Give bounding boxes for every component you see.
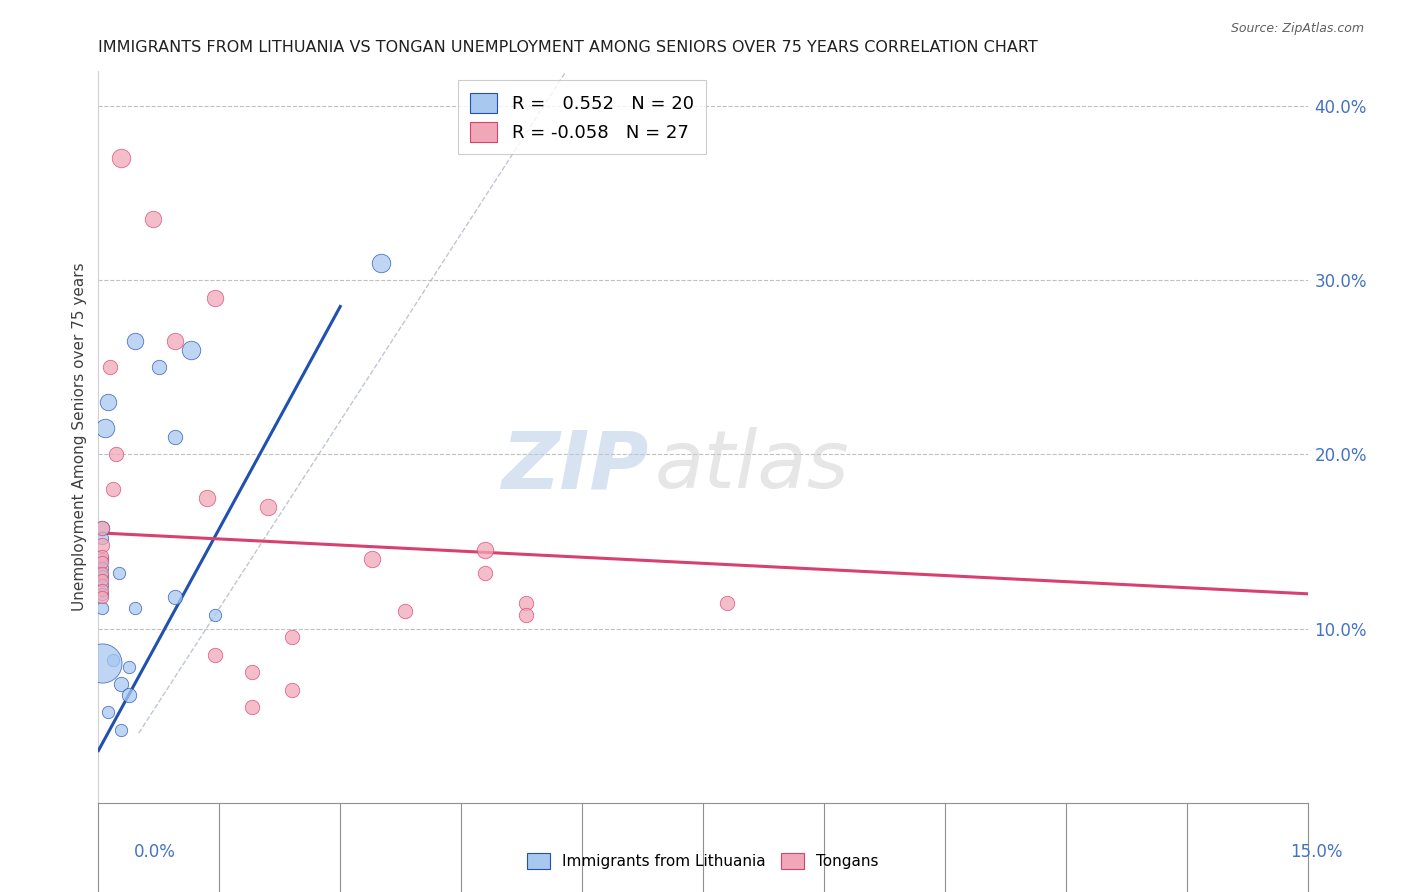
Text: Source: ZipAtlas.com: Source: ZipAtlas.com — [1230, 22, 1364, 36]
Point — [97, 395, 120, 409]
Point — [90, 521, 112, 535]
Point — [118, 660, 141, 674]
Point — [90, 573, 112, 587]
Point — [105, 448, 128, 462]
Point — [107, 566, 129, 580]
Point — [90, 587, 112, 601]
Point — [90, 591, 112, 605]
Point — [716, 595, 738, 609]
Text: 15.0%: 15.0% — [1291, 843, 1343, 861]
Point — [118, 688, 141, 702]
Point — [204, 291, 226, 305]
Text: ZIP: ZIP — [501, 427, 648, 506]
Point — [474, 566, 496, 580]
Point — [90, 556, 112, 570]
Point — [101, 653, 124, 667]
Point — [394, 604, 416, 618]
Point — [90, 560, 112, 574]
Point — [148, 360, 170, 375]
Point — [515, 595, 537, 609]
Y-axis label: Unemployment Among Seniors over 75 years: Unemployment Among Seniors over 75 years — [72, 263, 87, 611]
Point — [124, 600, 146, 615]
Point — [163, 430, 186, 444]
Point — [515, 607, 537, 622]
Point — [142, 212, 165, 227]
Point — [204, 607, 226, 622]
Point — [94, 421, 117, 435]
Point — [110, 723, 132, 737]
Point — [90, 531, 112, 545]
Point — [90, 521, 112, 535]
Point — [90, 538, 112, 552]
Text: IMMIGRANTS FROM LITHUANIA VS TONGAN UNEMPLOYMENT AMONG SENIORS OVER 75 YEARS COR: IMMIGRANTS FROM LITHUANIA VS TONGAN UNEM… — [98, 40, 1038, 55]
Point — [90, 552, 112, 566]
Point — [204, 648, 226, 662]
Point — [90, 566, 112, 580]
Point — [163, 334, 186, 349]
Point — [90, 600, 112, 615]
Point — [98, 360, 121, 375]
Point — [90, 578, 112, 592]
Text: 0.0%: 0.0% — [134, 843, 176, 861]
Point — [195, 491, 218, 505]
Text: atlas: atlas — [655, 427, 849, 506]
Point — [90, 549, 112, 563]
Point — [370, 256, 392, 270]
Point — [281, 631, 304, 645]
Point — [97, 705, 120, 719]
Legend: R =   0.552   N = 20, R = -0.058   N = 27: R = 0.552 N = 20, R = -0.058 N = 27 — [458, 80, 706, 154]
Legend: Immigrants from Lithuania, Tongans: Immigrants from Lithuania, Tongans — [522, 847, 884, 875]
Point — [90, 569, 112, 583]
Point — [240, 700, 263, 714]
Point — [163, 591, 186, 605]
Point — [101, 483, 124, 497]
Point — [110, 677, 132, 691]
Point — [474, 543, 496, 558]
Point — [256, 500, 278, 514]
Point — [180, 343, 202, 357]
Point — [90, 583, 112, 598]
Point — [110, 152, 132, 166]
Point — [240, 665, 263, 680]
Point — [90, 657, 112, 671]
Point — [361, 552, 384, 566]
Point — [281, 682, 304, 697]
Point — [124, 334, 146, 349]
